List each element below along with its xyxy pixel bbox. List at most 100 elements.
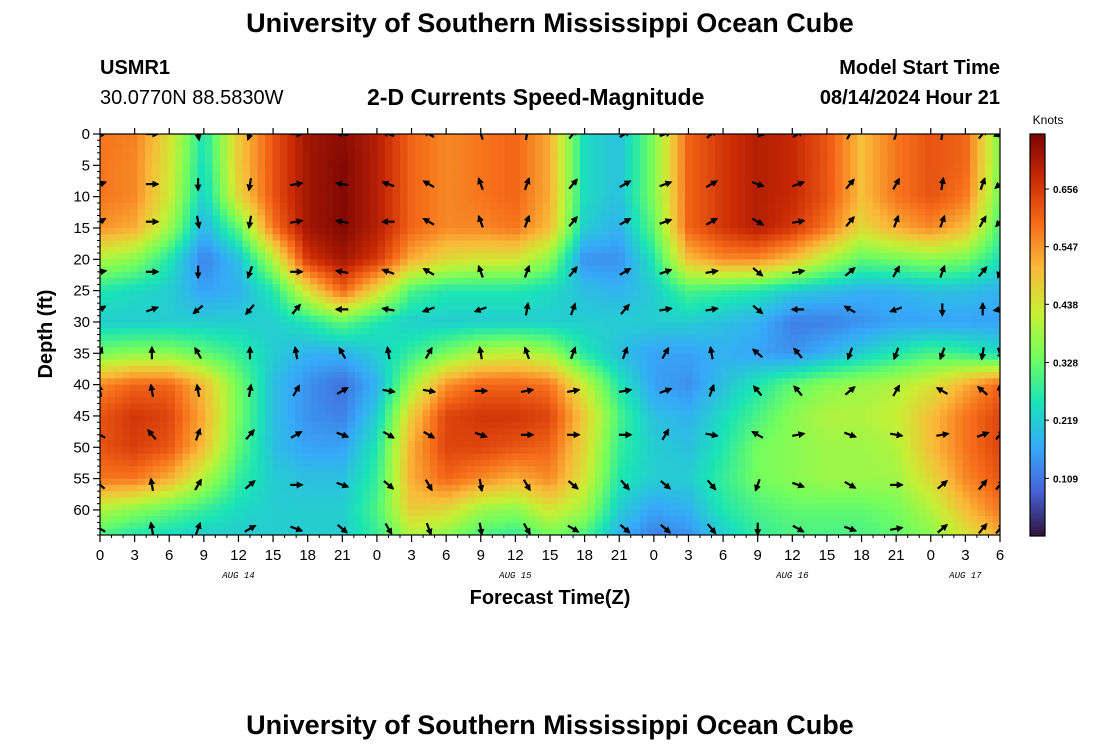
heatmap-cell bbox=[257, 196, 266, 204]
heatmap-cell bbox=[835, 259, 844, 267]
heatmap-cell bbox=[362, 353, 371, 361]
heatmap-cell bbox=[340, 140, 349, 148]
heatmap-cell bbox=[377, 290, 386, 298]
heatmap-cell bbox=[827, 227, 836, 235]
heatmap-cell bbox=[887, 246, 896, 254]
heatmap-cell bbox=[100, 240, 109, 248]
heatmap-cell bbox=[670, 140, 679, 148]
heatmap-cell bbox=[775, 321, 784, 329]
heatmap-cell bbox=[782, 190, 791, 198]
heatmap-cell bbox=[550, 177, 559, 185]
heatmap-cell bbox=[385, 184, 394, 191]
heatmap-cell bbox=[565, 378, 574, 386]
heatmap-cell bbox=[662, 284, 671, 292]
heatmap-cell bbox=[100, 165, 109, 173]
heatmap-cell bbox=[422, 134, 431, 141]
heatmap-cell bbox=[115, 271, 124, 279]
heatmap-cell bbox=[715, 196, 724, 204]
heatmap-cell bbox=[977, 171, 986, 179]
heatmap-cell bbox=[752, 328, 761, 336]
heatmap-cell bbox=[565, 384, 574, 392]
heatmap-cell bbox=[895, 296, 904, 304]
heatmap-cell bbox=[902, 290, 911, 298]
heatmap-cell bbox=[955, 334, 964, 342]
heatmap-cell bbox=[175, 221, 184, 229]
heatmap-cell bbox=[115, 165, 124, 173]
heatmap-cell bbox=[137, 271, 146, 279]
heatmap-cell bbox=[542, 347, 551, 354]
heatmap-cell bbox=[385, 140, 394, 148]
heatmap-cell bbox=[820, 340, 829, 348]
heatmap-cell bbox=[625, 240, 634, 248]
heatmap-cell bbox=[617, 290, 626, 298]
heatmap-cell bbox=[445, 221, 454, 229]
heatmap-cell bbox=[385, 190, 394, 198]
heatmap-cell bbox=[475, 334, 484, 342]
heatmap-cell bbox=[482, 146, 491, 154]
heatmap-cell bbox=[265, 234, 274, 242]
heatmap-cell bbox=[760, 347, 769, 354]
heatmap-cell bbox=[842, 315, 851, 323]
heatmap-cell bbox=[235, 271, 244, 279]
heatmap-cell bbox=[610, 340, 619, 348]
heatmap-cell bbox=[895, 278, 904, 285]
heatmap-cell bbox=[827, 221, 836, 229]
heatmap-cell bbox=[242, 209, 251, 217]
heatmap-cell bbox=[430, 165, 439, 173]
heatmap-cell bbox=[865, 365, 874, 373]
heatmap-cell bbox=[422, 221, 431, 229]
heatmap-cell bbox=[580, 159, 589, 166]
heatmap-cell bbox=[655, 328, 664, 336]
heatmap-cell bbox=[190, 321, 199, 329]
heatmap-cell bbox=[122, 321, 131, 329]
heatmap-cell bbox=[790, 378, 799, 386]
heatmap-cell bbox=[647, 134, 656, 141]
heatmap-cell bbox=[895, 134, 904, 141]
heatmap-cell bbox=[985, 353, 994, 361]
heatmap-cell bbox=[317, 234, 326, 242]
heatmap-cell bbox=[317, 359, 326, 367]
heatmap-cell bbox=[505, 290, 514, 298]
heatmap-cell bbox=[617, 259, 626, 267]
heatmap-cell bbox=[340, 303, 349, 311]
heatmap-cell bbox=[617, 372, 626, 379]
heatmap-cell bbox=[985, 253, 994, 260]
heatmap-cell bbox=[467, 209, 476, 217]
heatmap-cell bbox=[115, 278, 124, 285]
heatmap-cell bbox=[902, 190, 911, 198]
heatmap-cell bbox=[917, 221, 926, 229]
heatmap-cell bbox=[797, 378, 806, 386]
heatmap-cell bbox=[955, 177, 964, 185]
heatmap-cell bbox=[617, 334, 626, 342]
heatmap-cell bbox=[407, 140, 416, 148]
heatmap-cell bbox=[272, 140, 281, 148]
heatmap-cell bbox=[370, 384, 379, 392]
heatmap-cell bbox=[190, 146, 199, 154]
heatmap-cell bbox=[280, 372, 289, 379]
heatmap-cell bbox=[107, 309, 116, 317]
heatmap-cell bbox=[595, 171, 604, 179]
heatmap-cell bbox=[407, 171, 416, 179]
heatmap-cell bbox=[745, 384, 754, 392]
heatmap-cell bbox=[362, 259, 371, 267]
heatmap-cell bbox=[242, 372, 251, 379]
heatmap-cell bbox=[422, 240, 431, 248]
heatmap-cell bbox=[805, 353, 814, 361]
heatmap-cell bbox=[700, 328, 709, 336]
heatmap-cell bbox=[205, 271, 214, 279]
heatmap-cell bbox=[175, 227, 184, 235]
heatmap-cell bbox=[670, 146, 679, 154]
heatmap-cell bbox=[632, 334, 641, 342]
heatmap-cell bbox=[655, 152, 664, 160]
heatmap-cell bbox=[640, 271, 649, 279]
heatmap-cell bbox=[572, 221, 581, 229]
heatmap-cell bbox=[527, 315, 536, 323]
heatmap-cell bbox=[145, 334, 154, 342]
heatmap-cell bbox=[332, 278, 341, 285]
heatmap-cell bbox=[392, 196, 401, 204]
heatmap-cell bbox=[182, 134, 191, 141]
heatmap-cell bbox=[392, 259, 401, 267]
heatmap-cell bbox=[632, 296, 641, 304]
heatmap-cell bbox=[445, 384, 454, 392]
